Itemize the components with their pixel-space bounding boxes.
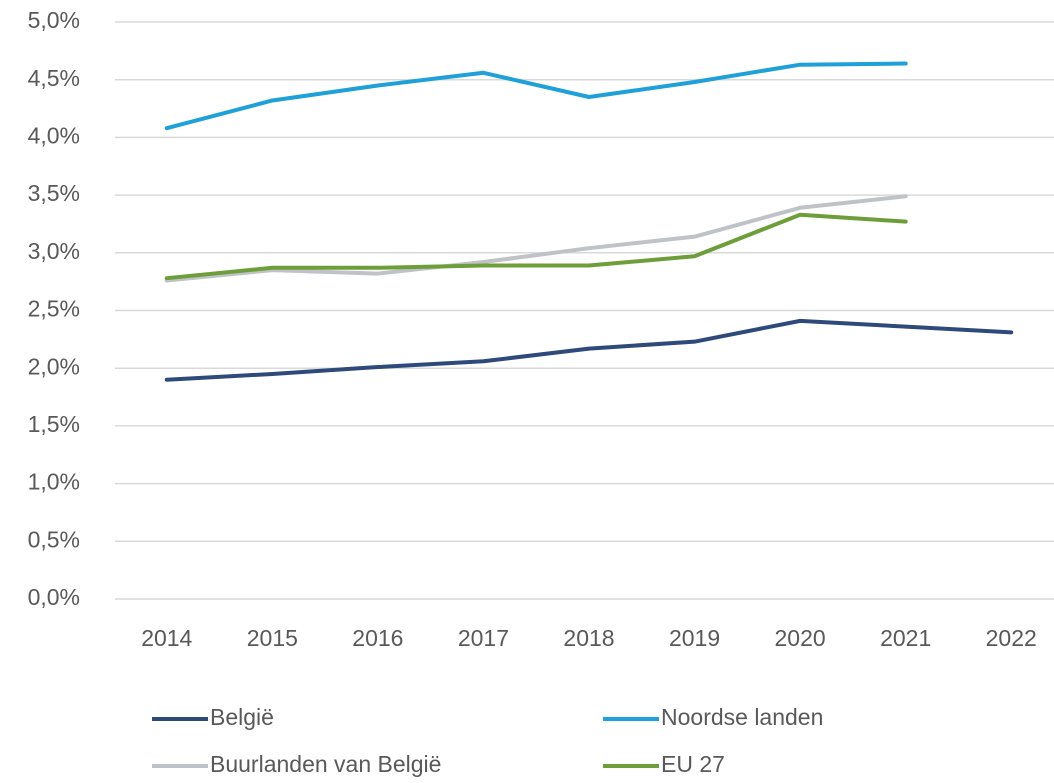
y-tick-label: 5,0%: [28, 7, 80, 33]
y-tick-label: 1,0%: [28, 469, 80, 495]
series-line: [164, 61, 908, 131]
y-tick-label: 1,5%: [28, 411, 80, 437]
y-tick-label: 0,5%: [28, 526, 80, 552]
legend-label: EU 27: [661, 751, 725, 777]
y-tick-label: 2,0%: [28, 353, 80, 379]
y-tick-label: 4,0%: [28, 122, 80, 148]
series-line: [164, 194, 908, 283]
x-tick-label: 2022: [986, 625, 1037, 651]
x-tick-label: 2016: [352, 625, 403, 651]
legend-label: Buurlanden van België: [210, 751, 441, 777]
legend-label: België: [210, 704, 274, 730]
y-tick-label: 0,0%: [28, 584, 80, 610]
x-tick-label: 2018: [563, 625, 614, 651]
x-tick-label: 2014: [141, 625, 192, 651]
series-line: [164, 212, 908, 281]
y-tick-label: 4,5%: [28, 65, 80, 91]
x-tick-label: 2015: [247, 625, 298, 651]
y-tick-label: 2,5%: [28, 296, 80, 322]
y-tick-label: 3,0%: [28, 238, 80, 264]
x-tick-label: 2020: [775, 625, 826, 651]
y-tick-label: 3,5%: [28, 180, 80, 206]
x-tick-label: 2019: [669, 625, 720, 651]
x-tick-label: 2017: [458, 625, 509, 651]
x-tick-label: 2021: [880, 625, 931, 651]
series-line: [164, 318, 1014, 382]
legend-label: Noordse landen: [661, 704, 823, 730]
